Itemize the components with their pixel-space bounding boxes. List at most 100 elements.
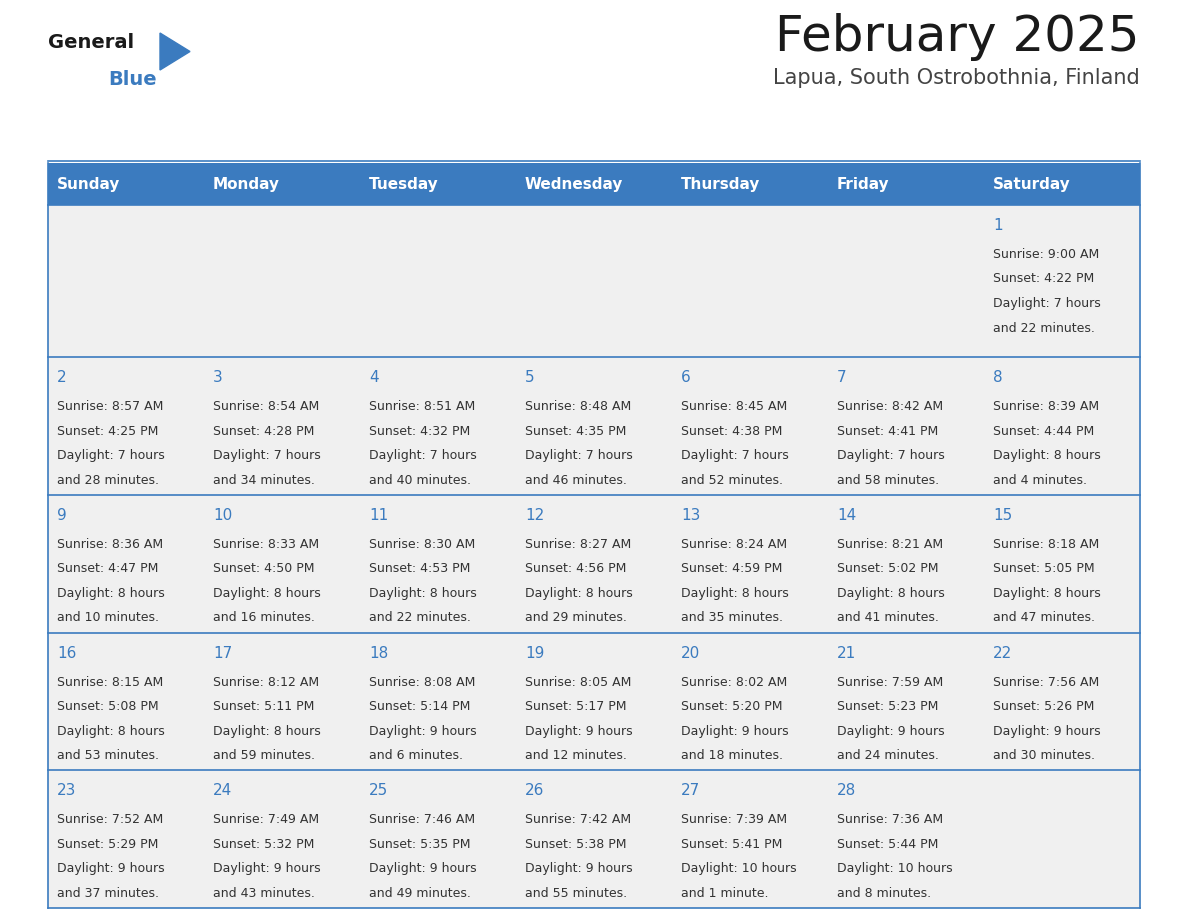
Text: Sunset: 4:44 PM: Sunset: 4:44 PM <box>993 424 1094 438</box>
Bar <box>204 205 360 357</box>
Text: Sunrise: 8:36 AM: Sunrise: 8:36 AM <box>57 538 163 551</box>
Bar <box>984 357 1140 495</box>
Text: and 53 minutes.: and 53 minutes. <box>57 749 159 762</box>
Text: Daylight: 8 hours: Daylight: 8 hours <box>838 587 944 599</box>
Text: Sunset: 4:47 PM: Sunset: 4:47 PM <box>57 562 158 576</box>
Bar <box>516 205 672 357</box>
Text: Friday: Friday <box>838 176 890 192</box>
Text: and 22 minutes.: and 22 minutes. <box>369 611 470 624</box>
Text: and 8 minutes.: and 8 minutes. <box>838 887 931 900</box>
Text: and 34 minutes.: and 34 minutes. <box>213 474 315 487</box>
Text: Sunset: 4:41 PM: Sunset: 4:41 PM <box>838 424 939 438</box>
Text: Sunset: 5:41 PM: Sunset: 5:41 PM <box>681 838 783 851</box>
Text: Daylight: 9 hours: Daylight: 9 hours <box>838 724 944 737</box>
Text: Sunday: Sunday <box>57 176 120 192</box>
Text: 28: 28 <box>838 783 857 799</box>
Text: Sunrise: 7:49 AM: Sunrise: 7:49 AM <box>213 813 320 826</box>
Bar <box>360 770 516 908</box>
Text: 3: 3 <box>213 370 222 385</box>
Text: Sunrise: 7:36 AM: Sunrise: 7:36 AM <box>838 813 943 826</box>
Text: Sunrise: 8:27 AM: Sunrise: 8:27 AM <box>525 538 631 551</box>
Text: Sunset: 5:05 PM: Sunset: 5:05 PM <box>993 562 1094 576</box>
Text: Lapua, South Ostrobothnia, Finland: Lapua, South Ostrobothnia, Finland <box>773 68 1140 88</box>
Text: Daylight: 7 hours: Daylight: 7 hours <box>525 449 633 462</box>
Text: Daylight: 9 hours: Daylight: 9 hours <box>369 862 476 875</box>
Text: Daylight: 7 hours: Daylight: 7 hours <box>57 449 165 462</box>
Text: 2: 2 <box>57 370 67 385</box>
Bar <box>204 633 360 770</box>
Bar <box>984 495 1140 633</box>
Bar <box>360 633 516 770</box>
Bar <box>672 205 828 357</box>
Text: 18: 18 <box>369 645 388 660</box>
Text: Sunset: 4:50 PM: Sunset: 4:50 PM <box>213 562 315 576</box>
Text: Sunrise: 8:18 AM: Sunrise: 8:18 AM <box>993 538 1099 551</box>
Text: Sunset: 5:23 PM: Sunset: 5:23 PM <box>838 700 939 713</box>
Text: Sunset: 5:17 PM: Sunset: 5:17 PM <box>525 700 626 713</box>
Text: General: General <box>48 33 134 52</box>
Text: Sunset: 5:20 PM: Sunset: 5:20 PM <box>681 700 783 713</box>
Text: and 30 minutes.: and 30 minutes. <box>993 749 1095 762</box>
Text: Daylight: 8 hours: Daylight: 8 hours <box>681 587 789 599</box>
Text: Sunset: 4:25 PM: Sunset: 4:25 PM <box>57 424 158 438</box>
Text: Sunrise: 8:45 AM: Sunrise: 8:45 AM <box>681 400 788 413</box>
Bar <box>48 357 204 495</box>
Text: and 6 minutes.: and 6 minutes. <box>369 749 463 762</box>
Text: Sunrise: 8:57 AM: Sunrise: 8:57 AM <box>57 400 164 413</box>
Text: 15: 15 <box>993 508 1012 522</box>
Text: Sunrise: 7:52 AM: Sunrise: 7:52 AM <box>57 813 163 826</box>
Text: Sunset: 5:11 PM: Sunset: 5:11 PM <box>213 700 315 713</box>
Text: and 12 minutes.: and 12 minutes. <box>525 749 627 762</box>
Text: Daylight: 8 hours: Daylight: 8 hours <box>993 449 1101 462</box>
Text: Sunrise: 8:24 AM: Sunrise: 8:24 AM <box>681 538 788 551</box>
Text: Sunset: 5:29 PM: Sunset: 5:29 PM <box>57 838 158 851</box>
Text: Sunset: 5:14 PM: Sunset: 5:14 PM <box>369 700 470 713</box>
Text: Sunset: 4:32 PM: Sunset: 4:32 PM <box>369 424 470 438</box>
Polygon shape <box>160 33 190 70</box>
Text: Sunrise: 7:42 AM: Sunrise: 7:42 AM <box>525 813 631 826</box>
Text: Daylight: 8 hours: Daylight: 8 hours <box>57 587 165 599</box>
Bar <box>672 633 828 770</box>
Bar <box>204 357 360 495</box>
Bar <box>828 163 984 205</box>
Bar <box>48 205 204 357</box>
Bar <box>672 770 828 908</box>
Text: and 29 minutes.: and 29 minutes. <box>525 611 627 624</box>
Bar <box>516 357 672 495</box>
Bar <box>984 633 1140 770</box>
Text: Daylight: 7 hours: Daylight: 7 hours <box>838 449 944 462</box>
Text: Daylight: 8 hours: Daylight: 8 hours <box>213 587 321 599</box>
Text: Sunrise: 9:00 AM: Sunrise: 9:00 AM <box>993 248 1099 261</box>
Text: 25: 25 <box>369 783 388 799</box>
Text: Sunrise: 8:12 AM: Sunrise: 8:12 AM <box>213 676 320 688</box>
Text: Sunset: 5:44 PM: Sunset: 5:44 PM <box>838 838 939 851</box>
Text: Daylight: 7 hours: Daylight: 7 hours <box>213 449 321 462</box>
Text: 21: 21 <box>838 645 857 660</box>
Text: Daylight: 7 hours: Daylight: 7 hours <box>681 449 789 462</box>
Text: Daylight: 9 hours: Daylight: 9 hours <box>369 724 476 737</box>
Text: and 43 minutes.: and 43 minutes. <box>213 887 315 900</box>
Text: and 59 minutes.: and 59 minutes. <box>213 749 315 762</box>
Text: 6: 6 <box>681 370 690 385</box>
Bar <box>360 205 516 357</box>
Text: Saturday: Saturday <box>993 176 1070 192</box>
Text: Wednesday: Wednesday <box>525 176 624 192</box>
Bar <box>672 495 828 633</box>
Text: 26: 26 <box>525 783 544 799</box>
Text: 24: 24 <box>213 783 232 799</box>
Text: 7: 7 <box>838 370 847 385</box>
Text: Sunrise: 8:15 AM: Sunrise: 8:15 AM <box>57 676 163 688</box>
Bar <box>48 770 204 908</box>
Text: and 10 minutes.: and 10 minutes. <box>57 611 159 624</box>
Text: Sunrise: 8:21 AM: Sunrise: 8:21 AM <box>838 538 943 551</box>
Text: Daylight: 9 hours: Daylight: 9 hours <box>993 724 1100 737</box>
Text: 19: 19 <box>525 645 544 660</box>
Bar <box>48 163 204 205</box>
Text: and 24 minutes.: and 24 minutes. <box>838 749 939 762</box>
Text: Sunrise: 8:02 AM: Sunrise: 8:02 AM <box>681 676 788 688</box>
Text: Sunset: 4:28 PM: Sunset: 4:28 PM <box>213 424 315 438</box>
Text: Daylight: 7 hours: Daylight: 7 hours <box>993 297 1101 310</box>
Bar <box>48 633 204 770</box>
Text: and 46 minutes.: and 46 minutes. <box>525 474 627 487</box>
Text: and 41 minutes.: and 41 minutes. <box>838 611 939 624</box>
